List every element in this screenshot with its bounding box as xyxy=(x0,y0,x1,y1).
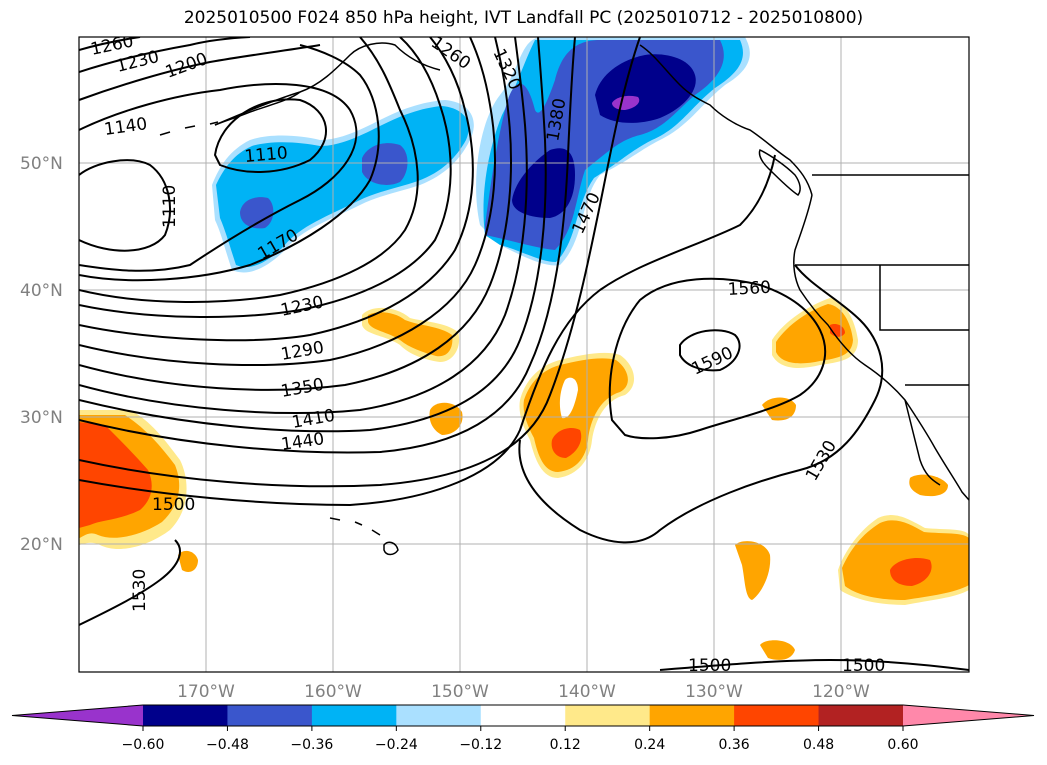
aleutians xyxy=(159,121,219,136)
colorbar-tick-label: −0.24 xyxy=(375,737,418,753)
contour-1470 xyxy=(79,37,641,488)
colorbar-tick-label: −0.36 xyxy=(290,737,333,753)
lat-label: 30°N xyxy=(20,408,63,428)
contour-label: 1110 xyxy=(244,143,289,167)
lon-label: 140°W xyxy=(558,682,616,702)
colorbar-segments xyxy=(11,704,1035,727)
ivt-shade-orange-small-5 xyxy=(735,541,771,600)
lon-label: 170°W xyxy=(177,682,235,702)
contour-label: 1560 xyxy=(727,278,771,300)
colorbar-swatch xyxy=(734,705,820,726)
contour-1500 xyxy=(79,154,776,507)
contour-1260-n xyxy=(79,37,141,51)
ivt-shade-orange-small-4 xyxy=(909,474,948,497)
ivt-shade-small-orange-1 xyxy=(178,550,198,572)
map-frame xyxy=(78,36,970,673)
colorbar-ticks: −0.60 −0.48 −0.36 −0.24 −0.12 0.12 0.24 0.36 0.4… xyxy=(122,726,919,753)
contour-1350 xyxy=(79,37,512,391)
contour-label: 1110 xyxy=(160,185,180,228)
contour-1200 xyxy=(79,44,321,101)
colorbar-tick-label: 0.48 xyxy=(803,737,834,753)
colorbar-swatch xyxy=(12,705,143,726)
colorbar-swatch xyxy=(649,705,735,726)
contour-label: 1500 xyxy=(842,656,885,676)
ivt-shade-orange-small-3 xyxy=(762,397,796,421)
north-coast-bc xyxy=(639,44,813,196)
contour-1410 xyxy=(79,37,547,433)
contour-1530-east xyxy=(518,264,884,544)
ivt-shade-blue-west-b xyxy=(240,197,274,229)
contour-label: 1500 xyxy=(688,656,731,676)
nevada-border xyxy=(879,265,969,331)
contour-1230 xyxy=(79,37,419,303)
lon-label: 130°W xyxy=(685,682,743,702)
contour-1560 xyxy=(608,277,827,440)
lat-label: 40°N xyxy=(20,281,63,301)
colorbar-swatch xyxy=(903,705,1034,726)
vancouver-island xyxy=(758,148,801,196)
ivt-shade-purple xyxy=(612,95,640,110)
colorbar-swatch xyxy=(565,705,651,726)
ivt-shade-red-west xyxy=(79,422,152,528)
contour-1140 xyxy=(79,83,358,272)
contour-1110-west xyxy=(79,159,171,252)
contour-1530 xyxy=(79,539,181,626)
ivt-shade-cyan-west xyxy=(216,106,469,268)
contour-label: 1530 xyxy=(130,569,150,612)
colorbar-swatch xyxy=(818,705,904,726)
contour-label: 1500 xyxy=(152,495,195,515)
colorbar-swatch xyxy=(480,705,566,726)
lat-label: 20°N xyxy=(20,535,63,555)
contour-1440 xyxy=(79,37,576,454)
hawaii xyxy=(329,517,399,556)
contour-1320 xyxy=(79,37,496,366)
lon-label: 120°W xyxy=(812,682,870,702)
colorbar-tick-label: 0.24 xyxy=(634,737,665,753)
ivt-positive-shading xyxy=(79,298,969,660)
contour-1500-south xyxy=(659,658,969,671)
colorbar-swatch xyxy=(396,705,482,726)
contour-1230-n xyxy=(79,37,251,73)
colorbar-swatch xyxy=(143,705,228,726)
lat-label: 50°N xyxy=(20,154,63,174)
contour-1290 xyxy=(79,37,474,342)
colorbar-tick-label: −0.48 xyxy=(206,737,249,753)
colorbar-tick-label: 0.12 xyxy=(550,737,581,753)
colorbar-tick-label: 0.36 xyxy=(719,737,750,753)
ivt-shade-blue-west-a xyxy=(362,143,408,185)
ivt-shade-red-subtropic xyxy=(551,428,582,458)
lon-label: 160°W xyxy=(304,682,362,702)
baja-california xyxy=(904,399,941,486)
ivt-shade-orange-small-2 xyxy=(429,402,463,435)
contour-1170 xyxy=(79,44,380,282)
height-contours xyxy=(79,37,969,671)
contour-1110-low xyxy=(213,98,327,173)
colorbar-swatch xyxy=(311,705,397,726)
colorbar-tick-label: −0.12 xyxy=(459,737,502,753)
us-west-coast xyxy=(793,194,969,501)
ivt-shade-dark-blue xyxy=(512,148,575,218)
colorbar-tick-label: 0.60 xyxy=(887,737,918,753)
colorbar-swatch xyxy=(227,705,313,726)
contour-1260 xyxy=(79,37,452,318)
ivt-shade-orange-calif xyxy=(776,304,853,364)
ivt-shade-orange-subtropic xyxy=(523,358,628,472)
ivt-shade-white-hole xyxy=(559,377,578,419)
contour-1380 xyxy=(79,37,528,414)
latitude-labels: 50°N 40°N 30°N 20°N xyxy=(20,154,63,555)
lon-label: 150°W xyxy=(431,682,489,702)
ivt-shade-orange-small-6 xyxy=(760,640,795,660)
ivt-shade-red-south xyxy=(890,558,932,586)
contour-1590 xyxy=(679,329,741,372)
map-title: 2025010500 F024 850 hPa height, IVT Land… xyxy=(183,8,864,28)
ivt-negative-shading xyxy=(212,37,750,273)
colorbar: −0.60 −0.48 −0.36 −0.24 −0.12 0.12 0.24 0.36 0.4… xyxy=(11,704,1035,753)
colorbar-tick-label: −0.60 xyxy=(122,737,165,753)
longitude-labels: 170°W 160°W 150°W 140°W 130°W 120°W xyxy=(177,682,870,702)
ivt-shade-orange-central xyxy=(368,312,453,357)
